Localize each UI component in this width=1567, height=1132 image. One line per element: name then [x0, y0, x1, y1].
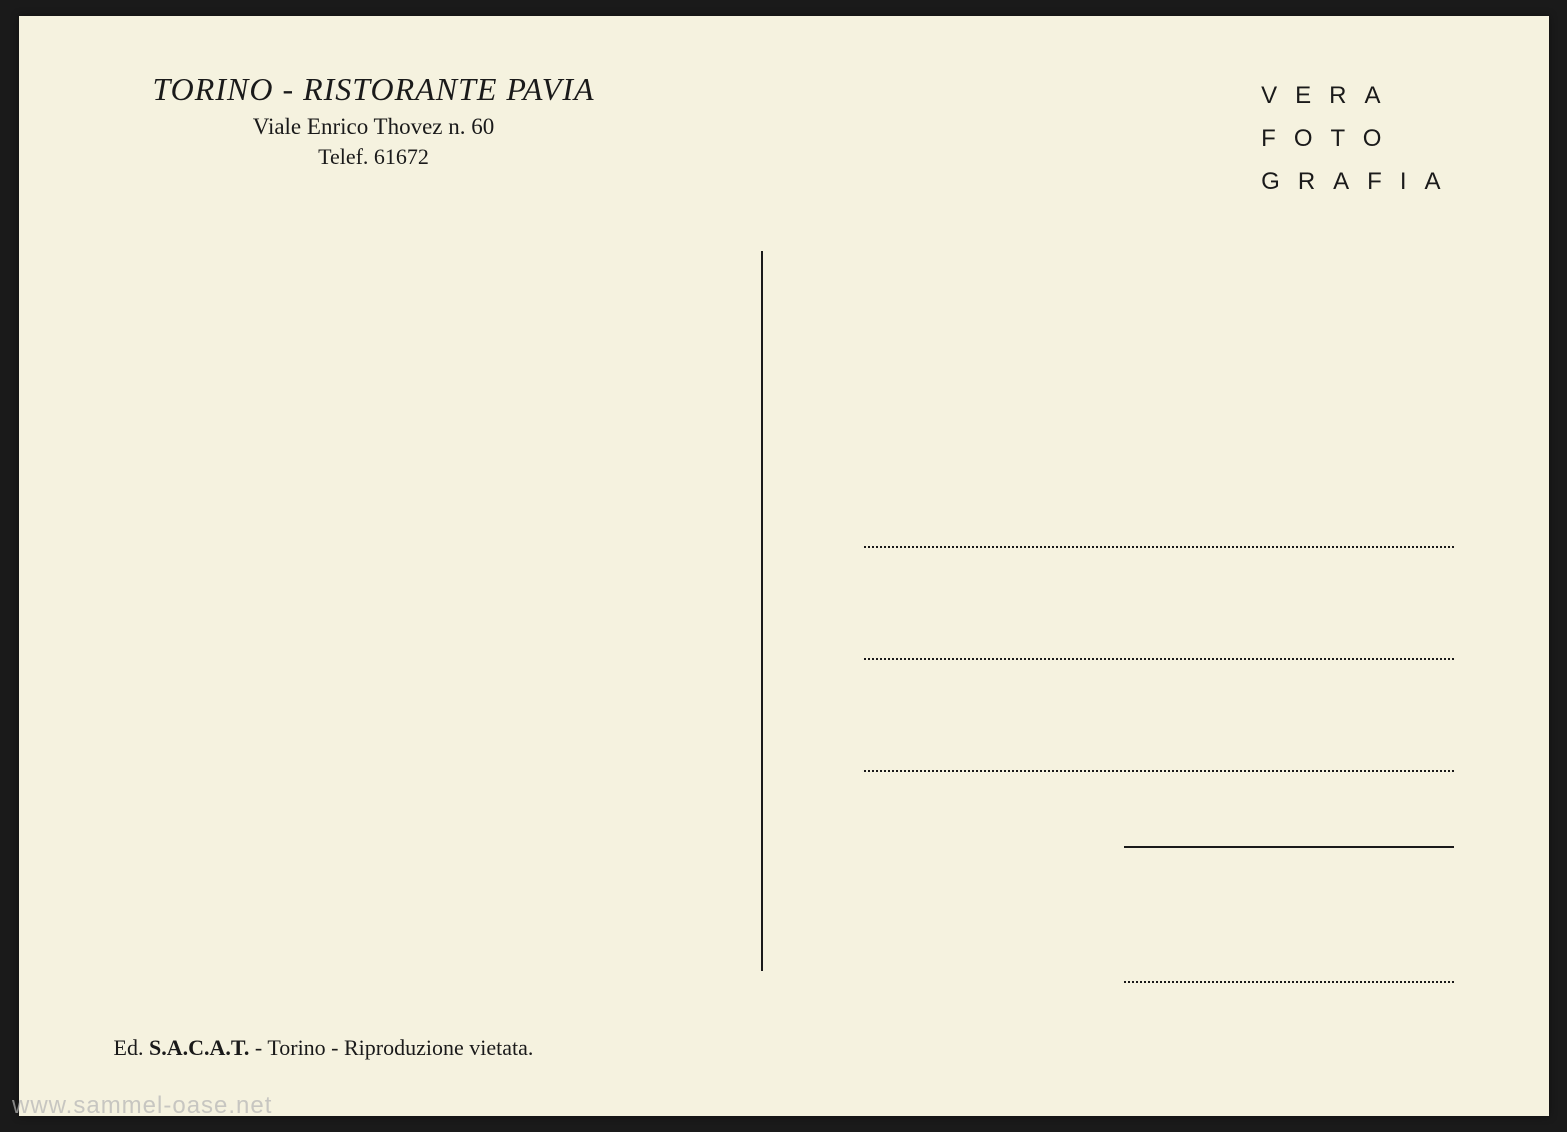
sender-header: TORINO - RISTORANTE PAVIA Viale Enrico T…: [114, 71, 634, 170]
address-line-4: [1124, 981, 1454, 983]
address-line-3: [864, 770, 1454, 772]
publisher-prefix: Ed.: [114, 1035, 149, 1060]
recipient-address-area: [864, 546, 1454, 882]
publisher-footer: Ed. S.A.C.A.T. - Torino - Riproduzione v…: [114, 1035, 534, 1061]
postcard: TORINO - RISTORANTE PAVIA Viale Enrico T…: [19, 16, 1549, 1116]
vera-line-1: VERA: [1261, 74, 1458, 117]
photo-type-label: VERA FOTO GRAFIA: [1261, 74, 1458, 204]
publisher-rest: - Torino - Riproduzione vietata.: [249, 1035, 533, 1060]
address-line-1: [864, 546, 1454, 548]
restaurant-title: TORINO - RISTORANTE PAVIA: [114, 71, 634, 108]
center-divider: [761, 251, 763, 971]
publisher-name: S.A.C.A.T.: [149, 1035, 249, 1060]
watermark: www.sammel-oase.net: [12, 1092, 272, 1120]
telephone: Telef. 61672: [114, 144, 634, 170]
street-address: Viale Enrico Thovez n. 60: [114, 114, 634, 140]
address-line-solid: [1124, 846, 1454, 848]
vera-line-3: GRAFIA: [1261, 160, 1458, 203]
vera-line-2: FOTO: [1261, 117, 1458, 160]
address-line-2: [864, 658, 1454, 660]
